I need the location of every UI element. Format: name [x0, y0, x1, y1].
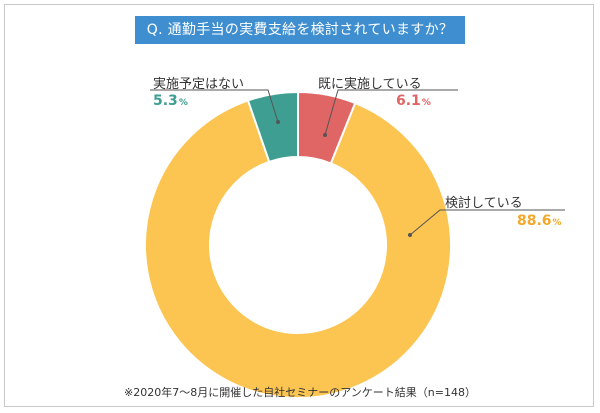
leader-dot-no-plan	[276, 120, 280, 124]
slice-no-plan	[246, 90, 299, 164]
footnote: ※2020年7〜8月に開催した自社セミナーのアンケート結果（n=148）	[124, 386, 476, 399]
leader-dot-considering	[408, 233, 412, 237]
leader-dot-already-implemented	[323, 133, 327, 137]
donut-slices	[144, 90, 452, 399]
leader-line-considering	[409, 209, 565, 236]
leader-lines	[150, 89, 565, 237]
leader-line-no-plan	[150, 89, 279, 123]
label-already-implemented: 既に実施している	[318, 77, 422, 92]
value-considering: 88.6%	[517, 213, 562, 229]
leader-line-already-implemented	[324, 89, 458, 136]
label-considering: 検討している	[445, 196, 523, 211]
label-no-plan: 実施予定はない	[153, 77, 245, 92]
value-already-implemented: 6.1%	[396, 93, 431, 109]
slice-considering	[144, 99, 452, 399]
value-no-plan: 5.3%	[153, 93, 188, 109]
chart-title: Q. 通勤手当の実費支給を検討されていますか？	[135, 16, 465, 44]
